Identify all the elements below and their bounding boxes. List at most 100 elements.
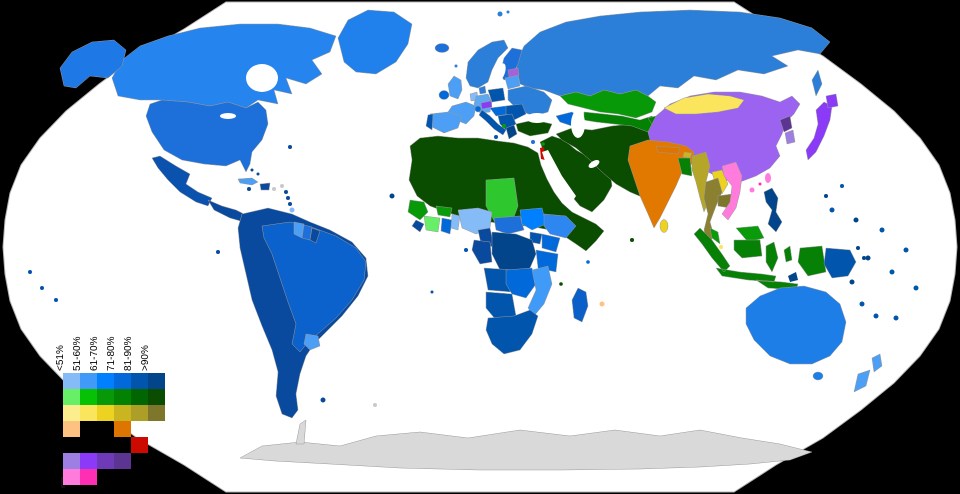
region-pacific-5 (865, 255, 871, 261)
region-brazil (261, 221, 367, 353)
region-jamaica (247, 187, 251, 191)
region-pacific-6 (889, 269, 895, 275)
region-bahamas-1 (250, 168, 254, 172)
hudson-bay (246, 64, 278, 92)
region-hong-kong (758, 182, 762, 186)
region-india (627, 139, 695, 229)
region-seychelles (586, 260, 590, 264)
region-portugal (425, 113, 434, 131)
region-malaysia-borneo (735, 225, 765, 243)
region-taiwan (765, 173, 771, 183)
region-kazakhstan (559, 89, 657, 119)
region-sicily (494, 135, 498, 139)
region-antilles-3 (286, 196, 290, 200)
region-south-sudan (519, 207, 547, 231)
region-ethiopia (543, 213, 577, 239)
baltic-sea (496, 63, 506, 81)
region-south-georgia (373, 403, 377, 407)
region-alaska (59, 39, 127, 89)
region-hispaniola (259, 182, 271, 191)
region-french-guiana (309, 227, 321, 244)
region-cuba (237, 177, 259, 186)
region-falklands (320, 397, 326, 403)
region-polynesia-2 (40, 286, 44, 290)
region-sakhalin (811, 69, 823, 97)
region-faroe (454, 64, 458, 68)
region-nepal (655, 145, 681, 155)
region-micronesia (840, 184, 844, 188)
region-philippines (763, 187, 783, 233)
region-hokkaido (825, 93, 839, 109)
region-mozambique (527, 265, 553, 317)
region-denmark (478, 85, 487, 95)
region-solomons (849, 279, 855, 285)
region-estonia (507, 67, 520, 78)
great-lakes (220, 113, 236, 119)
region-ireland (438, 90, 450, 100)
region-vietnam (721, 161, 743, 221)
region-antilles-1 (280, 184, 284, 188)
region-ghana (440, 217, 453, 235)
region-cape-verde (389, 193, 395, 199)
region-pacific-3 (879, 227, 885, 233)
region-pacific-2 (853, 217, 859, 223)
region-png (823, 247, 857, 279)
region-antilles-4 (288, 202, 292, 206)
region-svalbard-1 (497, 11, 503, 17)
region-liberia (411, 219, 425, 233)
region-trinidad (289, 207, 295, 213)
region-polynesia-1 (28, 270, 32, 274)
region-bangladesh (677, 157, 693, 177)
region-mauritius (599, 301, 605, 307)
region-poland (487, 87, 506, 103)
region-uk (447, 75, 463, 100)
region-pacific-7 (913, 285, 919, 291)
region-kenya (541, 233, 561, 253)
region-lebanon (541, 142, 545, 146)
region-sao-tome (464, 248, 468, 252)
region-czechia (480, 100, 493, 110)
region-zambia-zimbabwe (505, 267, 537, 299)
region-south-korea (784, 129, 796, 145)
region-benin-togo (450, 213, 461, 231)
region-ivory-coast (423, 215, 441, 233)
region-antarctica (239, 429, 813, 471)
region-usa (145, 99, 269, 173)
region-png-islands-1 (856, 246, 860, 250)
region-maldives (630, 238, 634, 242)
region-vanuatu (859, 301, 865, 307)
region-new-zealand (853, 353, 883, 393)
region-png-islands-2 (862, 256, 866, 260)
region-bahamas-2 (256, 172, 260, 176)
region-galapagos (216, 250, 220, 254)
region-guam (824, 194, 828, 198)
region-north-korea (779, 115, 793, 133)
region-bermuda (288, 145, 292, 149)
region-uruguay (303, 333, 321, 351)
region-madagascar (571, 287, 589, 323)
region-mongolia (663, 93, 745, 115)
region-tanzania (535, 249, 559, 273)
region-fiji (893, 315, 899, 321)
region-puerto-rico (272, 187, 276, 191)
region-albania (502, 124, 506, 128)
persian-gulf (588, 160, 600, 168)
region-mexico (151, 155, 213, 207)
region-hainan (749, 187, 755, 193)
region-uganda (529, 231, 543, 245)
region-pacific-1 (829, 207, 835, 213)
region-greece (505, 124, 518, 140)
region-indonesia (693, 227, 827, 291)
region-new-caledonia (873, 313, 879, 319)
region-malaysia-peninsula (709, 227, 721, 245)
region-svalbard-2 (506, 10, 510, 14)
region-burkina (435, 205, 453, 218)
region-car (493, 215, 525, 235)
region-polynesia-3 (54, 298, 58, 302)
region-timor (788, 272, 798, 282)
region-italy (478, 109, 507, 136)
region-cyprus (531, 140, 535, 144)
region-singapore (719, 245, 723, 249)
